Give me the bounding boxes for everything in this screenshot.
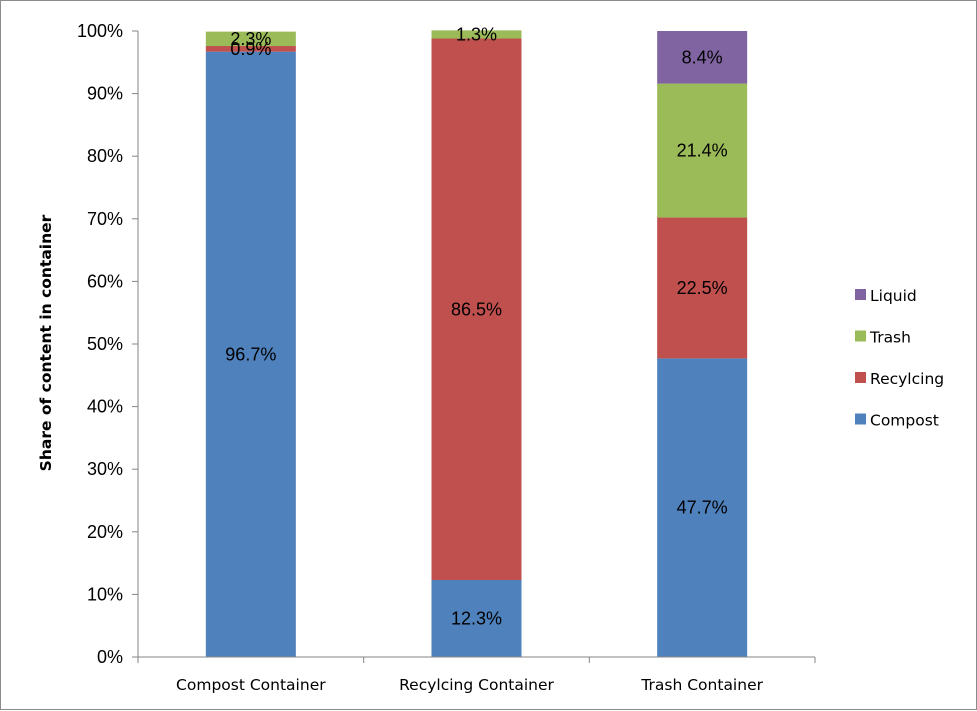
data-label-trash-container-recylcing: 22.5% [677,278,728,298]
y-tick-label: 80% [87,146,123,166]
bar-trash-container-recylcing [657,217,748,359]
y-axis-title: Share of content in container [37,214,55,471]
x-tick-label: Recylcing Container [399,676,554,694]
bar-recylcing-container-trash [431,30,522,39]
data-label-recylcing-container-compost: 12.3% [451,609,502,629]
data-label-recylcing-container-trash: 1.3% [456,24,497,44]
y-tick-label: 50% [87,334,123,354]
bar-compost-container-compost [205,51,296,657]
data-label-trash-container-liquid: 8.4% [682,47,723,67]
legend-label-trash: Trash [869,329,911,347]
data-label-compost-container-recylcing: 0.9% [230,39,271,59]
legend-label-recylcing: Recylcing [870,370,944,388]
y-tick-label: 90% [87,84,123,104]
bar-compost-container-recylcing [205,46,296,52]
y-tick-label: 60% [87,271,123,291]
y-tick-label: 30% [87,459,123,479]
bars-layer [205,30,748,657]
y-tick-label: 100% [77,21,123,41]
legend-swatch-recylcing [855,372,866,383]
y-tick-label: 40% [87,397,123,417]
x-tick-label: Compost Container [176,676,326,694]
bar-trash-container-trash [657,83,748,218]
bar-trash-container-compost [657,358,748,657]
data-label-compost-container-trash: 2.3% [230,29,271,49]
bar-recylcing-container-compost [431,580,522,657]
data-labels-layer: 96.7% 0.9%2.3% 12.3% 86.5% 1.3% 47.7% 22.5% 21.… [225,24,727,628]
axes-layer: 0% 10% 20% 30% 40% 50% 60% 70% 80% 90% 100% Compost… [77,21,816,694]
data-label-compost-container-compost: 96.7% [225,344,276,364]
y-tick-label: 10% [87,584,123,604]
legend-label-liquid: Liquid [870,287,917,305]
legend-swatch-compost [855,413,866,425]
x-tick-label: Trash Container [640,676,763,694]
y-tick-label: 70% [87,209,123,229]
legend: Liquid Trash Recylcing Compost [855,287,944,430]
legend-swatch-liquid [855,289,866,300]
y-tick-label: 20% [87,522,123,542]
legend-label-compost: Compost [870,412,939,430]
y-tick-label: 0% [97,647,123,667]
data-label-trash-container-compost: 47.7% [677,498,728,518]
bar-trash-container-liquid [657,31,748,84]
data-label-recylcing-container-recylcing: 86.5% [451,299,502,319]
legend-swatch-trash [855,330,866,342]
bar-recylcing-container-recylcing [431,38,522,581]
bar-compost-container-trash [205,31,296,47]
data-label-trash-container-trash: 21.4% [677,141,728,161]
